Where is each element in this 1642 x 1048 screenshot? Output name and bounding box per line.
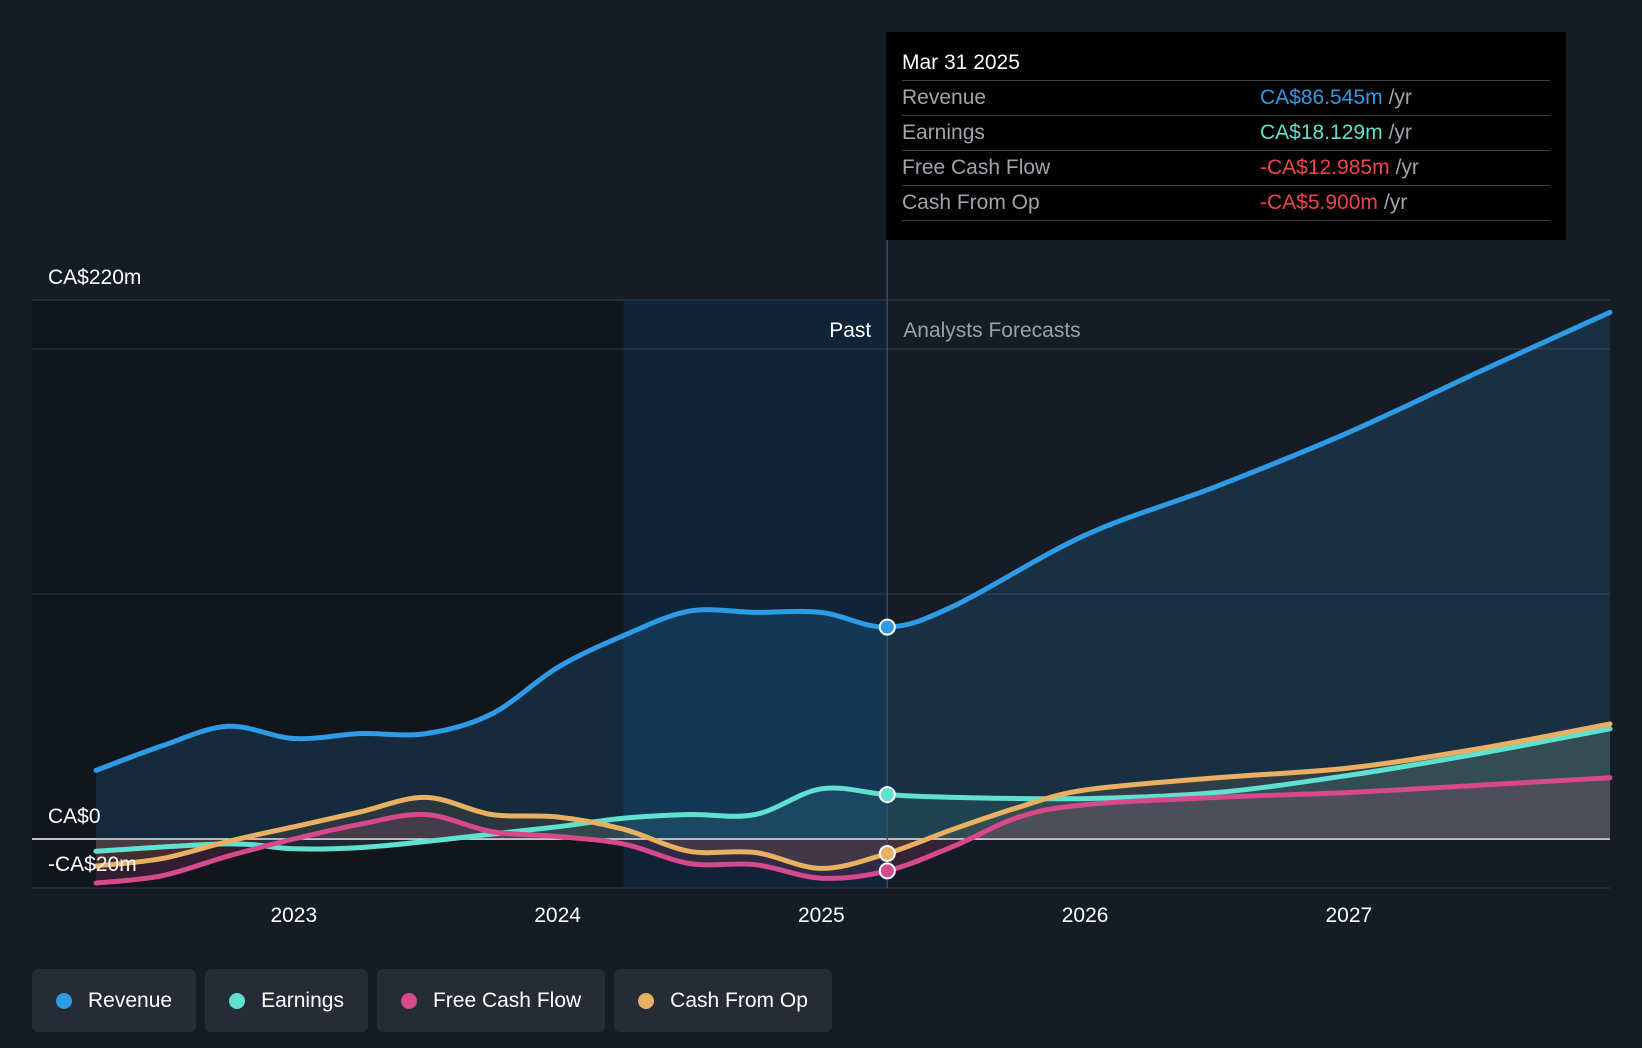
tooltip-unit: /yr bbox=[1388, 86, 1412, 109]
series-lines bbox=[93, 309, 1613, 886]
y-tick-label-zero: CA$0 bbox=[48, 805, 101, 828]
tooltip-label: Free Cash Flow bbox=[902, 156, 1051, 179]
legend-item-free-cash-flow[interactable]: Free Cash Flow bbox=[376, 969, 606, 1032]
cash-from-op-marker bbox=[878, 844, 896, 862]
legend-dot-icon bbox=[638, 992, 655, 1009]
earnings-marker bbox=[878, 786, 896, 804]
revenue-area bbox=[96, 312, 1610, 839]
tooltip-row-cash-from-op: Cash From Op -CA$5.900m /yr bbox=[902, 185, 1550, 221]
x-tick-label: 2025 bbox=[798, 904, 845, 927]
free-cash-flow-marker bbox=[878, 862, 896, 880]
earnings-line bbox=[93, 726, 1613, 854]
legend-dot-icon bbox=[229, 992, 246, 1009]
tooltip-unit: /yr bbox=[1395, 156, 1419, 179]
legend-label: Free Cash Flow bbox=[432, 988, 582, 1012]
cash-from-op-area bbox=[96, 723, 1610, 869]
hover-markers[interactable] bbox=[878, 618, 896, 880]
legend-item-earnings[interactable]: Earnings bbox=[205, 969, 368, 1032]
legend: Revenue Earnings Free Cash Flow Cash Fro… bbox=[32, 969, 841, 1032]
tooltip-row-revenue: Revenue CA$86.545m /yr bbox=[902, 80, 1550, 115]
free-cash-flow-line bbox=[93, 775, 1613, 886]
legend-item-cash-from-op[interactable]: Cash From Op bbox=[614, 969, 832, 1032]
revenue-line bbox=[93, 309, 1613, 773]
tooltip-row-earnings: Earnings CA$18.129m /yr bbox=[902, 115, 1550, 150]
legend-label: Cash From Op bbox=[670, 988, 808, 1012]
forecast-label: Analysts Forecasts bbox=[903, 319, 1080, 342]
legend-item-revenue[interactable]: Revenue bbox=[32, 969, 197, 1032]
tooltip-unit: /yr bbox=[1383, 191, 1408, 214]
revenue-marker bbox=[878, 618, 896, 636]
x-tick-label: 2023 bbox=[270, 904, 317, 927]
past-label: Past bbox=[829, 319, 871, 342]
y-tick-label-bottom: -CA$20m bbox=[48, 853, 137, 876]
tooltip-date: Mar 31 2025 bbox=[902, 51, 1020, 74]
tooltip-unit: /yr bbox=[1388, 121, 1412, 144]
y-tick-label-top: CA$220m bbox=[48, 266, 141, 289]
tooltip-label: Cash From Op bbox=[902, 191, 1040, 214]
free-cash-flow-area bbox=[96, 777, 1610, 884]
tooltip-value: -CA$5.900m bbox=[1260, 191, 1378, 214]
cash-from-op-line bbox=[93, 721, 1613, 871]
x-tick-label: 2024 bbox=[534, 904, 581, 927]
axis-labels: CA$220m CA$0 -CA$20m 2023 2024 2025 2026 2027 Pa… bbox=[48, 266, 1372, 927]
tooltip-value: -CA$12.985m bbox=[1260, 156, 1390, 179]
legend-label: Earnings bbox=[261, 988, 344, 1012]
tooltip-value: CA$18.129m bbox=[1260, 121, 1383, 144]
tooltip-label: Revenue bbox=[902, 86, 987, 109]
hover-tooltip: Mar 31 2025 Revenue CA$86.545m /yr Earni… bbox=[886, 32, 1566, 240]
financial-chart: CA$220m CA$0 -CA$20m 2023 2024 2025 2026 2027 Pa… bbox=[32, 238, 1613, 927]
legend-dot-icon bbox=[56, 992, 72, 1009]
legend-dot-icon bbox=[400, 992, 417, 1009]
tooltip-label: Earnings bbox=[902, 121, 985, 144]
x-tick-label: 2026 bbox=[1062, 904, 1109, 927]
legend-label: Revenue bbox=[88, 988, 173, 1012]
tooltip-row-free-cash-flow: Free Cash Flow -CA$12.985m /yr bbox=[902, 150, 1550, 185]
x-tick-label: 2027 bbox=[1326, 904, 1373, 927]
tooltip-value: CA$86.545m bbox=[1260, 86, 1383, 109]
